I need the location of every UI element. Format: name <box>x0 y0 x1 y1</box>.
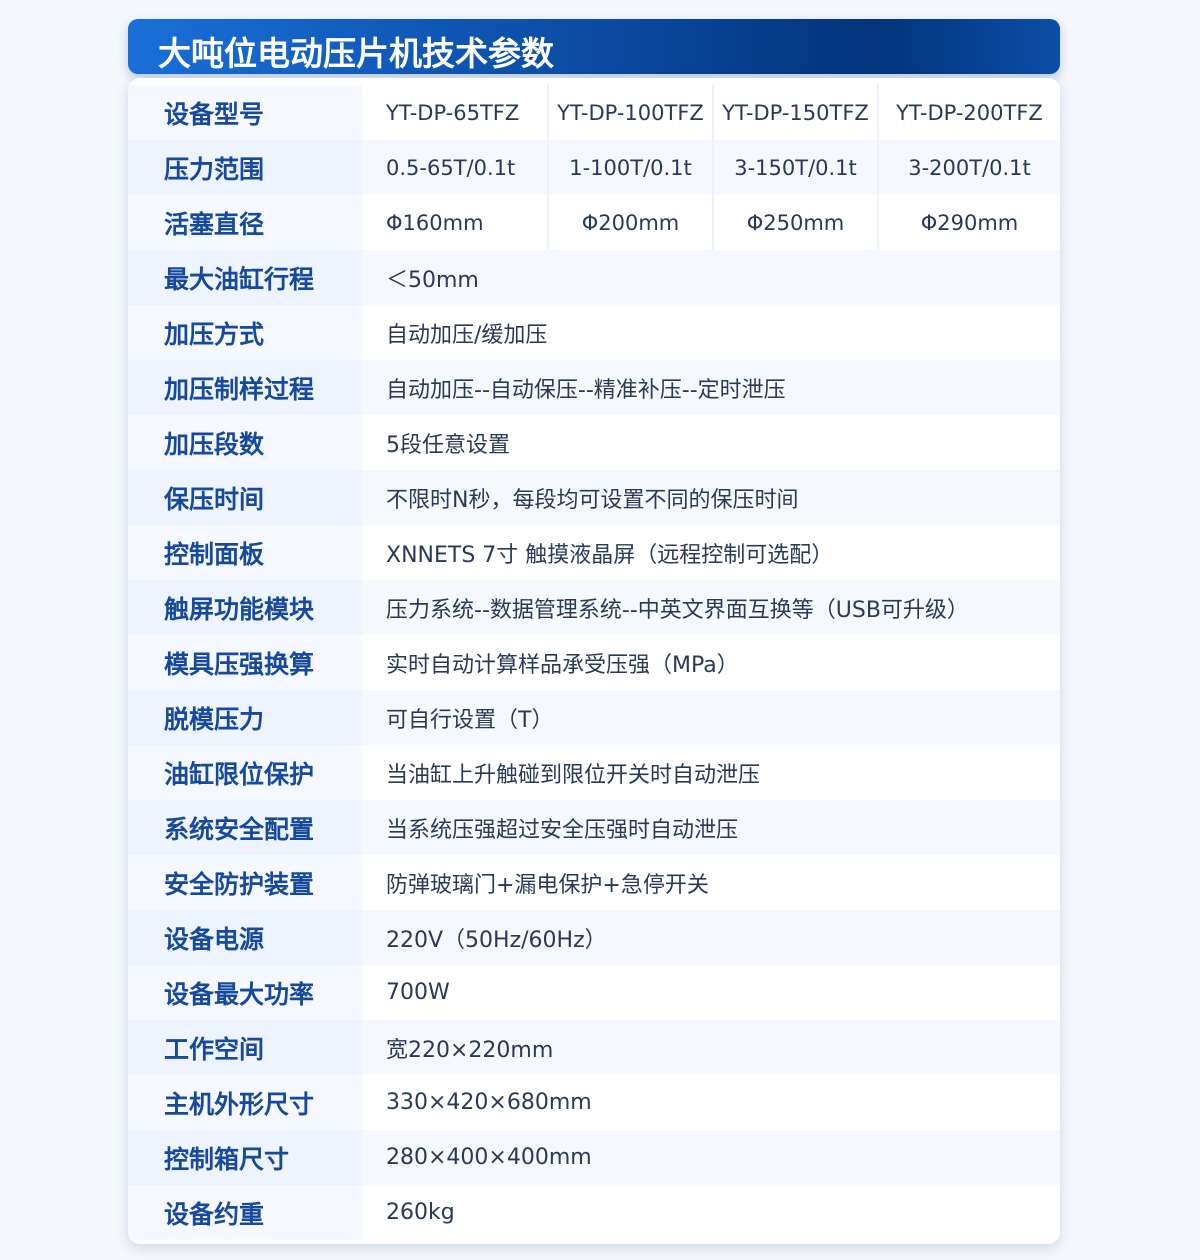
row-value: 当系统压强超过安全压强时自动泄压 <box>362 800 1060 855</box>
table-row: 加压制样过程 自动加压--自动保压--精准补压--定时泄压 <box>128 360 1060 415</box>
page-title: 大吨位电动压片机技术参数 <box>158 34 554 73</box>
row-value: 当油缸上升触碰到限位开关时自动泄压 <box>362 745 1060 800</box>
row-value: 不限时N秒，每段均可设置不同的保压时间 <box>362 470 1060 525</box>
table-row: 设备电源 220V（50Hz/60Hz） <box>128 910 1060 965</box>
table-row: 加压方式 自动加压/缓加压 <box>128 305 1060 360</box>
table-row: 油缸限位保护 当油缸上升触碰到限位开关时自动泄压 <box>128 745 1060 800</box>
model-cell: 3-200T/0.1t <box>877 140 1060 195</box>
table-row: 模具压强换算 实时自动计算样品承受压强（MPa） <box>128 635 1060 690</box>
model-cell: Φ250mm <box>712 195 877 250</box>
table-row: 最大油缸行程 ＜50mm <box>128 250 1060 305</box>
spec-rows: 设备型号 YT-DP-65TFZ YT-DP-100TFZ YT-DP-150TFZ Y… <box>128 85 1060 1240</box>
row-value: 自动加压--自动保压--精准补压--定时泄压 <box>362 360 1060 415</box>
table-row: 安全防护装置 防弹玻璃门+漏电保护+急停开关 <box>128 855 1060 910</box>
row-label: 加压制样过程 <box>128 360 362 415</box>
table-row: 加压段数 5段任意设置 <box>128 415 1060 470</box>
row-label: 控制箱尺寸 <box>128 1130 362 1185</box>
table-row: 工作空间 宽220×220mm <box>128 1020 1060 1075</box>
model-cell: 0.5-65T/0.1t <box>362 140 547 195</box>
row-value: 压力系统--数据管理系统--中英文界面互换等（USB可升级） <box>362 580 1060 635</box>
table-row: 活塞直径 Φ160mm Φ200mm Φ250mm Φ290mm <box>128 195 1060 250</box>
model-cell: Φ160mm <box>362 195 547 250</box>
row-label: 油缸限位保护 <box>128 745 362 800</box>
row-value: 可自行设置（T） <box>362 690 1060 745</box>
row-label: 系统安全配置 <box>128 800 362 855</box>
row-value: 防弹玻璃门+漏电保护+急停开关 <box>362 855 1060 910</box>
row-label: 加压方式 <box>128 305 362 360</box>
table-row: 设备约重 260kg <box>128 1185 1060 1240</box>
model-cell: 3-150T/0.1t <box>712 140 877 195</box>
table-row: 压力范围 0.5-65T/0.1t 1-100T/0.1t 3-150T/0.1t 3-… <box>128 140 1060 195</box>
model-cell: Φ200mm <box>547 195 712 250</box>
row-label: 模具压强换算 <box>128 635 362 690</box>
table-row: 保压时间 不限时N秒，每段均可设置不同的保压时间 <box>128 470 1060 525</box>
row-label: 脱模压力 <box>128 690 362 745</box>
row-label: 控制面板 <box>128 525 362 580</box>
row-value: 220V（50Hz/60Hz） <box>362 910 1060 965</box>
model-cell: YT-DP-200TFZ <box>877 85 1060 140</box>
spec-table: 设备型号 YT-DP-65TFZ YT-DP-100TFZ YT-DP-150TFZ Y… <box>128 78 1060 1244</box>
table-row: 系统安全配置 当系统压强超过安全压强时自动泄压 <box>128 800 1060 855</box>
row-label: 设备电源 <box>128 910 362 965</box>
model-cell: YT-DP-65TFZ <box>362 85 547 140</box>
row-label: 触屏功能模块 <box>128 580 362 635</box>
model-cell: YT-DP-150TFZ <box>712 85 877 140</box>
model-cell: Φ290mm <box>877 195 1060 250</box>
table-row: 主机外形尺寸 330×420×680mm <box>128 1075 1060 1130</box>
table-row: 脱模压力 可自行设置（T） <box>128 690 1060 745</box>
model-cell: 1-100T/0.1t <box>547 140 712 195</box>
row-value: ＜50mm <box>362 250 1060 305</box>
row-value: XNNETS 7寸 触摸液晶屏（远程控制可选配） <box>362 525 1060 580</box>
row-label: 加压段数 <box>128 415 362 470</box>
model-cell: YT-DP-100TFZ <box>547 85 712 140</box>
row-value: 5段任意设置 <box>362 415 1060 470</box>
table-row: 触屏功能模块 压力系统--数据管理系统--中英文界面互换等（USB可升级） <box>128 580 1060 635</box>
row-label: 保压时间 <box>128 470 362 525</box>
table-row: 控制面板 XNNETS 7寸 触摸液晶屏（远程控制可选配） <box>128 525 1060 580</box>
table-row: 控制箱尺寸 280×400×400mm <box>128 1130 1060 1185</box>
row-label: 主机外形尺寸 <box>128 1075 362 1130</box>
row-label: 设备型号 <box>128 85 362 140</box>
row-value: 700W <box>362 965 1060 1020</box>
row-label: 安全防护装置 <box>128 855 362 910</box>
row-value: 实时自动计算样品承受压强（MPa） <box>362 635 1060 690</box>
row-value: 330×420×680mm <box>362 1075 1060 1130</box>
row-label: 最大油缸行程 <box>128 250 362 305</box>
row-value: 280×400×400mm <box>362 1130 1060 1185</box>
row-label: 设备最大功率 <box>128 965 362 1020</box>
title-bar: 大吨位电动压片机技术参数 <box>128 19 1060 74</box>
table-row: 设备最大功率 700W <box>128 965 1060 1020</box>
row-label: 压力范围 <box>128 140 362 195</box>
row-label: 设备约重 <box>128 1185 362 1240</box>
row-value: 260kg <box>362 1185 1060 1240</box>
row-label: 工作空间 <box>128 1020 362 1075</box>
table-row: 设备型号 YT-DP-65TFZ YT-DP-100TFZ YT-DP-150TFZ Y… <box>128 85 1060 140</box>
row-value: 宽220×220mm <box>362 1020 1060 1075</box>
row-label: 活塞直径 <box>128 195 362 250</box>
row-value: 自动加压/缓加压 <box>362 305 1060 360</box>
